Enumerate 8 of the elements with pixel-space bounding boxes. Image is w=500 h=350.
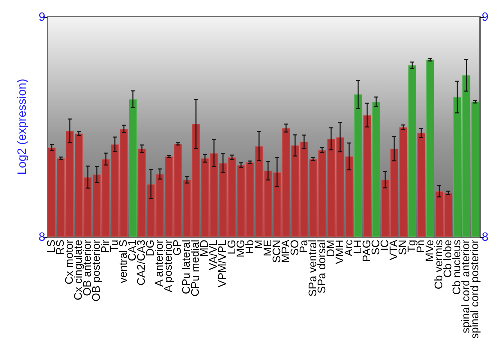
x-tick-label: IC xyxy=(379,240,392,251)
x-tick-label: A posterior xyxy=(163,240,176,293)
x-tick-label: OB posterior xyxy=(91,240,104,302)
y-axis-title: Log2 (expression) xyxy=(15,78,29,176)
x-tick-label: MVe xyxy=(424,240,436,262)
x-tick-label: SCN xyxy=(271,240,284,264)
y2-tick-label: 9 xyxy=(482,10,489,24)
y2-tick-label: 8 xyxy=(482,230,489,244)
